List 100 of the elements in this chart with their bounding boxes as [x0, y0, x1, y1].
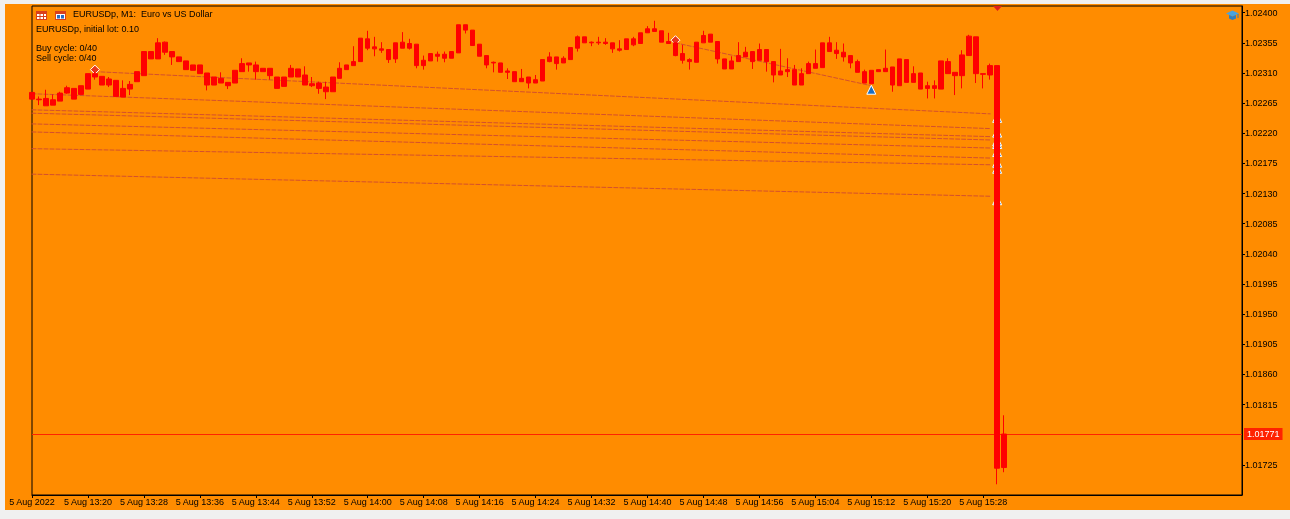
candlestick	[799, 67, 804, 86]
annotation: Buy cycle: 0/40	[36, 42, 98, 53]
x-tick-label: 5 Aug 14:16	[455, 496, 504, 507]
candlestick	[911, 65, 916, 83]
x-tick-label: 5 Aug 14:32	[567, 496, 616, 507]
candlestick	[379, 41, 384, 54]
candlestick	[722, 58, 727, 70]
candlestick	[435, 51, 440, 63]
candlestick	[687, 57, 692, 71]
candlestick	[449, 51, 454, 59]
candlestick	[652, 20, 657, 32]
candlestick	[470, 29, 475, 47]
x-tick-label: 5 Aug 14:40	[623, 496, 672, 507]
x-tick-label: 5 Aug 13:20	[63, 496, 112, 507]
candlestick	[603, 37, 608, 46]
candlestick	[610, 42, 615, 54]
y-tick-label: 1.01860	[1245, 369, 1278, 380]
ref-line-label: 1.01771	[1247, 429, 1280, 440]
candlestick	[442, 51, 447, 63]
candlestick	[764, 49, 769, 73]
y-tick-label: 1.02085	[1245, 218, 1278, 229]
candlestick	[771, 61, 776, 83]
candlestick	[547, 51, 552, 63]
candlestick	[862, 69, 867, 84]
candlestick	[568, 47, 573, 61]
candlestick	[897, 58, 902, 87]
y-tick-label: 1.02355	[1245, 37, 1278, 48]
candlestick	[673, 42, 678, 57]
candlestick	[344, 64, 349, 71]
x-tick-label: 5 Aug 13:36	[175, 496, 224, 507]
candlestick	[694, 41, 699, 63]
candlestick	[638, 32, 643, 45]
candlestick	[813, 49, 818, 69]
candlestick	[456, 24, 461, 54]
x-tick-label: 5 Aug 15:20	[903, 496, 952, 507]
candlestick	[519, 68, 524, 83]
y-tick-label: 1.02040	[1245, 248, 1278, 259]
candlestick	[925, 81, 930, 99]
x-tick-label: 5 Aug 15:28	[959, 496, 1008, 507]
candlestick	[659, 30, 664, 43]
candlestick	[890, 66, 895, 93]
candlestick	[680, 44, 685, 65]
y-tick-label: 1.02310	[1245, 67, 1278, 78]
candlestick	[869, 69, 874, 85]
candlestick	[645, 25, 650, 34]
y-tick-label: 1.02220	[1245, 128, 1278, 139]
y-tick-label: 1.01905	[1245, 339, 1278, 350]
y-tick-label: 1.02130	[1245, 188, 1278, 199]
candlestick	[792, 64, 797, 86]
candlestick	[407, 38, 412, 51]
candlestick	[512, 71, 517, 83]
y-tick-label: 1.02265	[1245, 98, 1278, 109]
x-tick-label: 5 Aug 13:52	[287, 496, 336, 507]
candlestick	[624, 38, 629, 51]
candlestick	[414, 43, 419, 69]
y-tick-label: 1.02175	[1245, 158, 1278, 169]
candlestick	[358, 37, 363, 63]
x-tick-label: 5 Aug 14:56	[735, 496, 784, 507]
candlestick	[904, 59, 909, 83]
candlestick	[477, 43, 482, 57]
y-tick-label: 1.01815	[1245, 399, 1278, 410]
candlestick	[582, 36, 587, 44]
candlestick	[498, 62, 503, 73]
point	[89, 64, 100, 75]
candlestick	[666, 32, 671, 45]
candlestick	[386, 49, 391, 64]
candlestick	[561, 55, 566, 64]
candlestick	[715, 41, 720, 65]
chart-title: EURUSDp, M1: Euro vs US Dollar	[73, 8, 213, 19]
candlestick	[554, 56, 559, 71]
candlestick	[540, 59, 545, 82]
x-tick-label: 5 Aug 14:24	[511, 496, 560, 507]
candlestick	[785, 57, 790, 78]
candlestick	[827, 36, 832, 53]
candlestick	[400, 31, 405, 49]
candlestick	[484, 55, 489, 69]
candlestick	[750, 51, 755, 70]
candlestick	[876, 69, 881, 73]
candlestick	[365, 30, 370, 51]
candlestick	[526, 76, 531, 89]
y-tick-label: 1.01950	[1245, 309, 1278, 320]
candlestick	[708, 33, 713, 43]
candlestick	[855, 59, 860, 73]
candlestick	[491, 61, 496, 73]
candlestick	[596, 36, 601, 46]
candlestick	[631, 36, 636, 47]
candlestick	[806, 61, 811, 75]
candlestick	[463, 24, 468, 34]
x-tick-label: 5 Aug 13:28	[119, 496, 168, 507]
candlestick	[533, 74, 538, 84]
point	[866, 84, 877, 95]
y-tick-label: 1.01725	[1245, 459, 1278, 470]
candlestick	[372, 36, 377, 57]
candlestick	[820, 42, 825, 69]
x-tick-label: 5 Aug 14:08	[399, 496, 448, 507]
candlestick	[743, 46, 748, 58]
candlestick	[736, 41, 741, 63]
x-tick-label: 5 Aug 14:00	[343, 496, 392, 507]
candlestick	[617, 39, 622, 53]
candlestick	[393, 42, 398, 64]
